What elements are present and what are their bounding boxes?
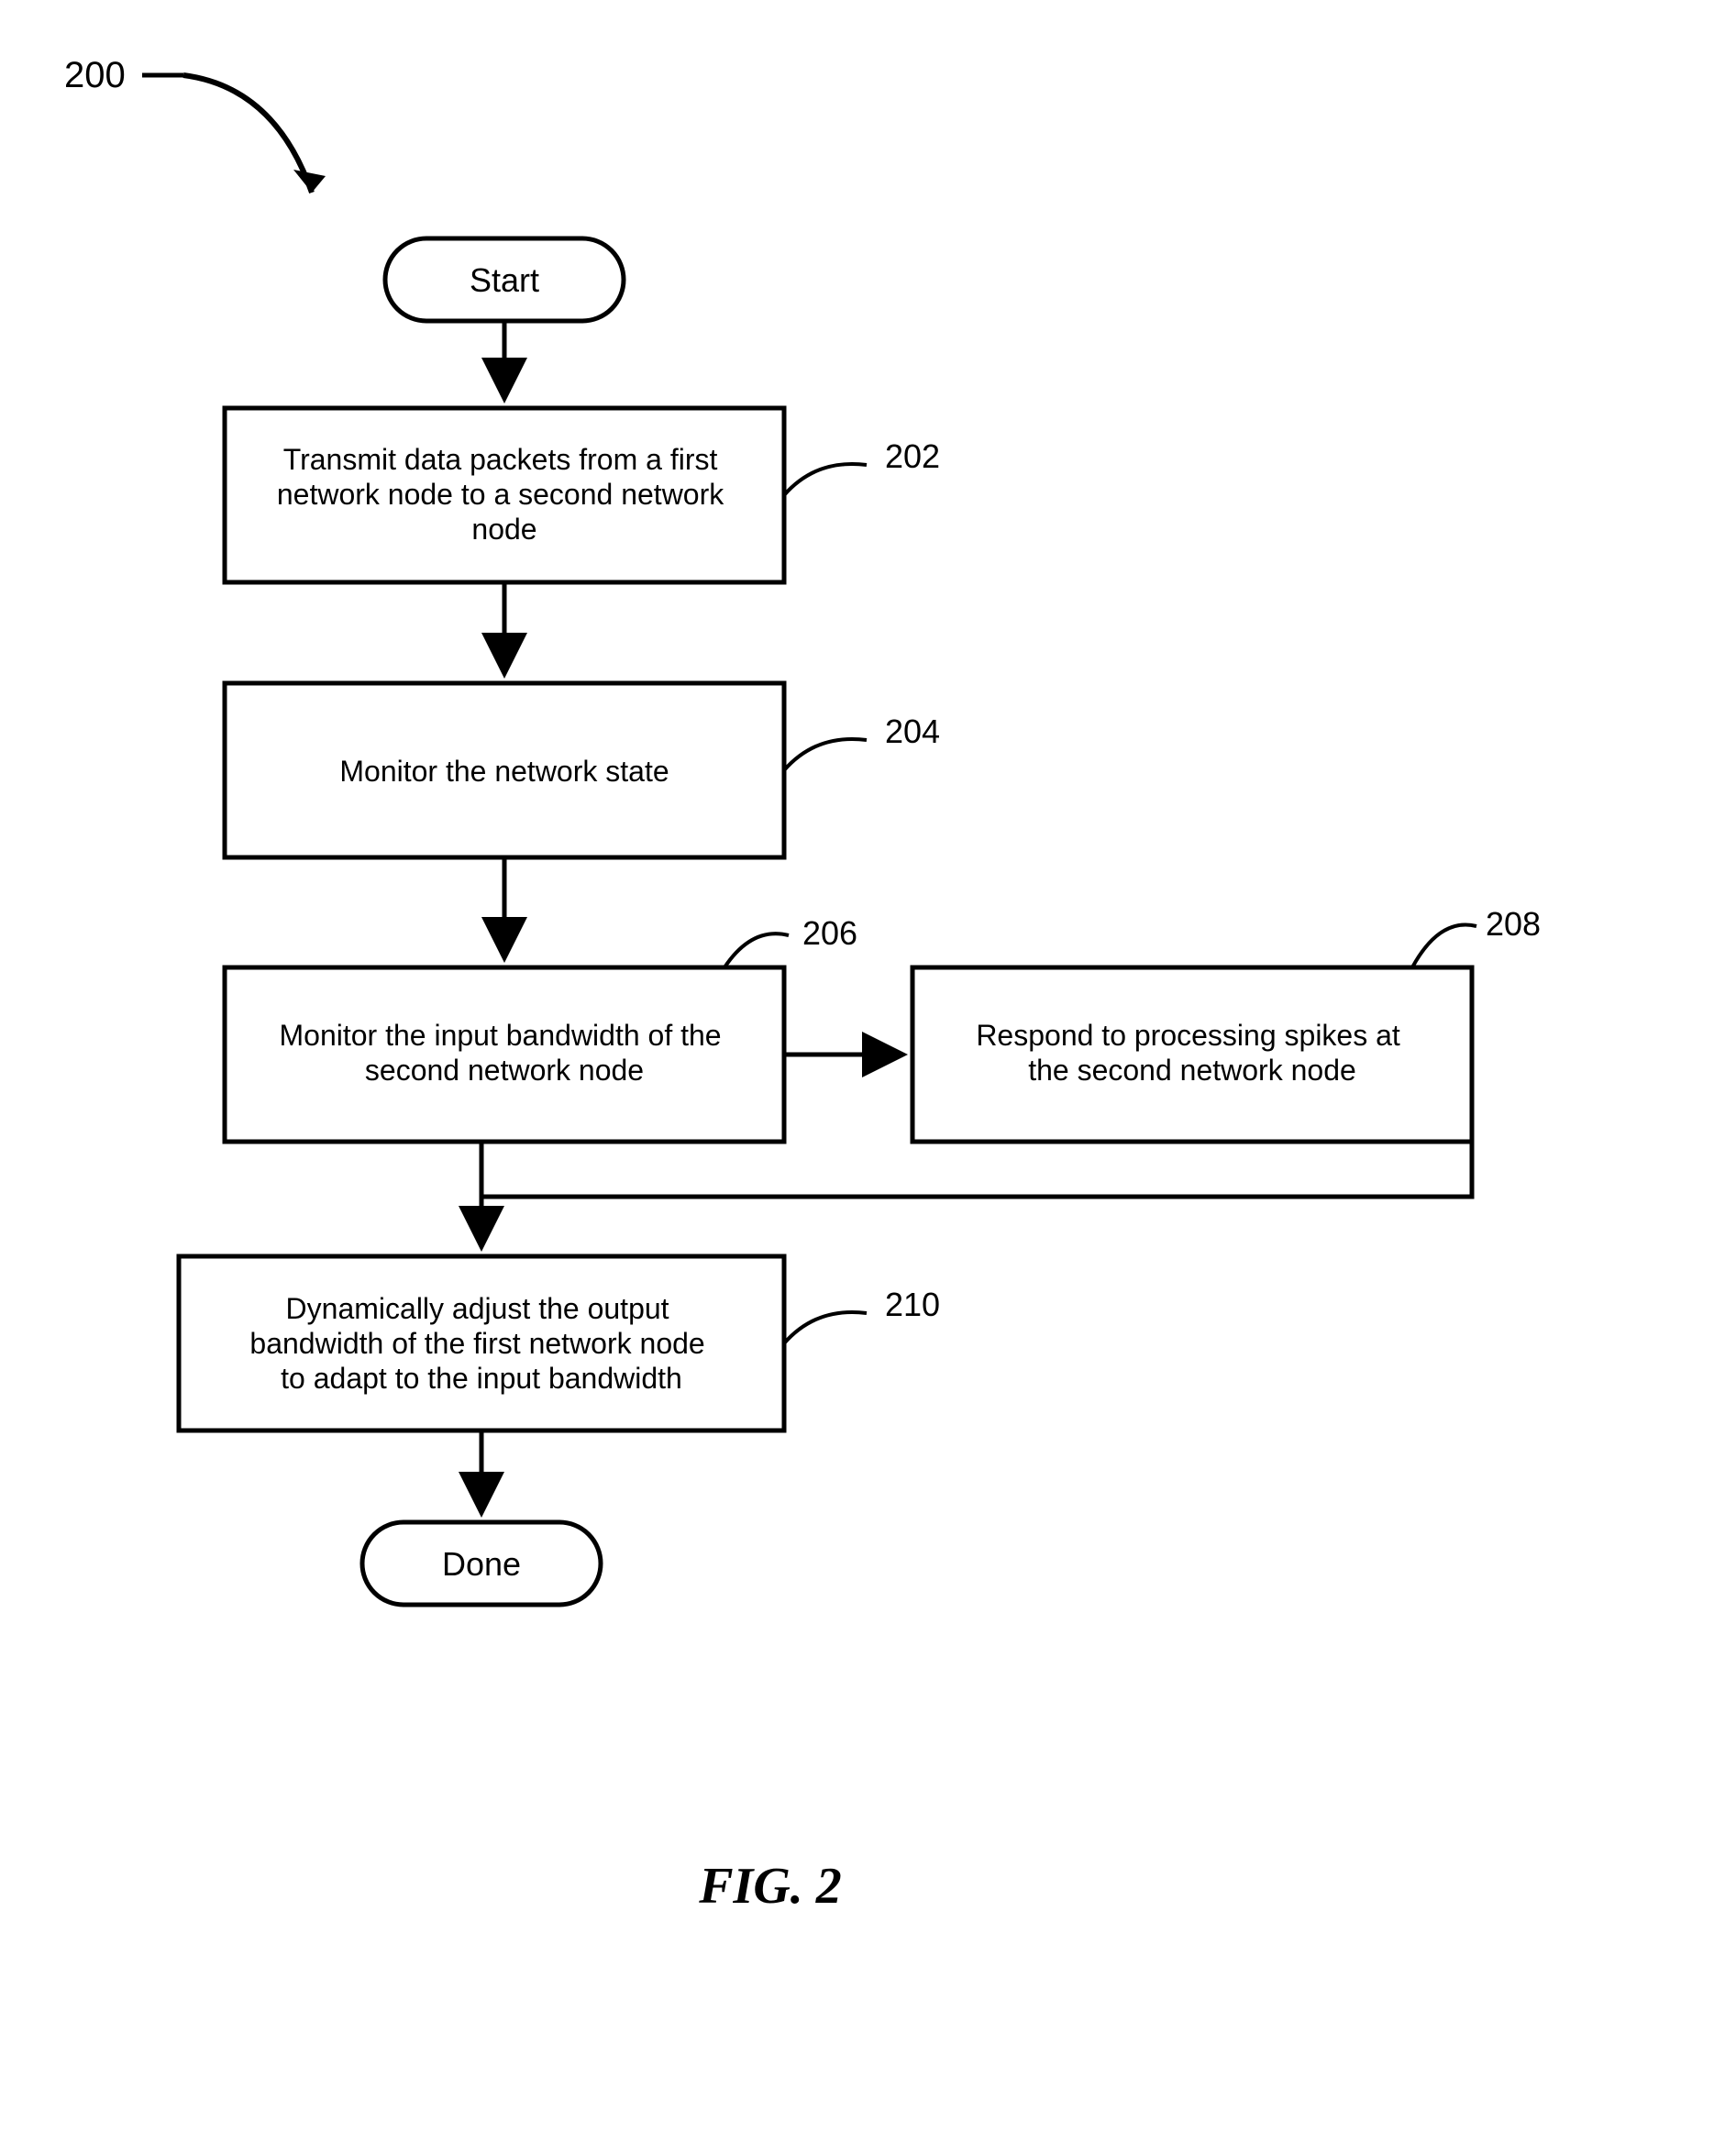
step-206-text: Monitor the input bandwidth of the secon… (280, 1019, 730, 1087)
figure-caption: FIG. 2 (698, 1858, 842, 1915)
edge-208-210 (481, 1142, 1472, 1197)
ref-204: 204 (885, 712, 940, 750)
step-208-text: Respond to processing spikes at the seco… (976, 1019, 1408, 1087)
flowchart-figure: 200 Start Transmit data packets from a f… (0, 0, 1736, 2143)
start-label: Start (470, 261, 539, 299)
ref-206: 206 (802, 914, 857, 952)
ref-210: 210 (885, 1286, 940, 1323)
ref-202: 202 (885, 437, 940, 475)
done-label: Done (442, 1545, 521, 1583)
step-210-text: Dynamically adjust the output bandwidth … (249, 1292, 713, 1395)
step-202-text: Transmit data packets from a first netwo… (277, 443, 732, 546)
step-204-text: Monitor the network state (339, 755, 669, 788)
figure-number-label: 200 (64, 55, 126, 95)
ref-208: 208 (1486, 905, 1541, 943)
